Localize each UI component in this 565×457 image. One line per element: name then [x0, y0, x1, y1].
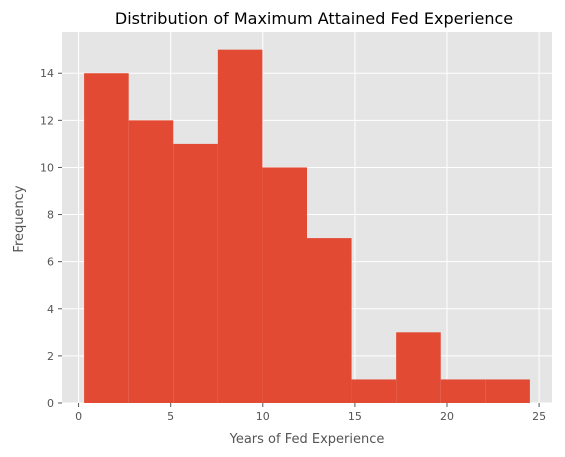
- bars: [84, 49, 530, 404]
- histogram-bar-6: [351, 379, 397, 403]
- histogram-bar-3: [217, 49, 263, 404]
- y-tick-label-6: 12: [40, 114, 54, 127]
- y-tick-label-0: 0: [47, 397, 54, 410]
- y-tick-label-5: 10: [40, 161, 54, 174]
- chart-title: Distribution of Maximum Attained Fed Exp…: [115, 9, 513, 28]
- x-axis-label: Years of Fed Experience: [229, 432, 385, 447]
- y-tick-label-7: 14: [40, 67, 54, 80]
- y-tick-label-2: 4: [47, 303, 54, 316]
- histogram-bar-8: [440, 379, 486, 403]
- histogram-bar-7: [396, 332, 441, 403]
- histogram-bar-1: [128, 120, 174, 403]
- y-axis-ticks: 0 2 4 6 8 10 12 14: [40, 67, 62, 410]
- x-tick-label-1: 5: [167, 410, 174, 423]
- histogram-bar-0: [84, 73, 129, 403]
- y-axis-label: Frequency: [12, 185, 27, 252]
- histogram-bar-2: [173, 143, 218, 403]
- y-tick-label-3: 6: [47, 256, 54, 269]
- y-tick-label-4: 8: [47, 209, 54, 222]
- x-tick-label-2: 10: [256, 410, 270, 423]
- x-tick-label-5: 25: [532, 410, 546, 423]
- histogram-bar-5: [307, 238, 352, 403]
- x-tick-label-0: 0: [75, 410, 82, 423]
- histogram-bar-9: [485, 379, 530, 403]
- x-tick-label-4: 20: [440, 410, 454, 423]
- histogram-bar-4: [262, 167, 307, 403]
- x-tick-label-3: 15: [348, 410, 362, 423]
- y-tick-label-1: 2: [47, 350, 54, 363]
- x-axis-ticks: 0 5 10 15 20 25: [75, 403, 546, 423]
